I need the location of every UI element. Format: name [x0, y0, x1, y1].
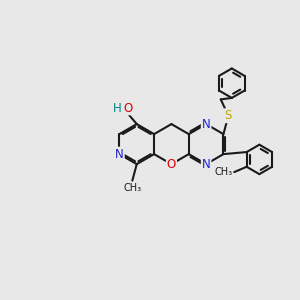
Text: CH₃: CH₃	[215, 167, 233, 177]
Text: O: O	[124, 102, 133, 115]
Text: N: N	[115, 148, 124, 160]
Text: H: H	[112, 102, 121, 115]
Text: N: N	[202, 118, 211, 130]
Text: S: S	[225, 109, 232, 122]
Text: O: O	[167, 158, 176, 171]
Text: CH₃: CH₃	[123, 183, 141, 193]
Text: N: N	[202, 158, 211, 171]
